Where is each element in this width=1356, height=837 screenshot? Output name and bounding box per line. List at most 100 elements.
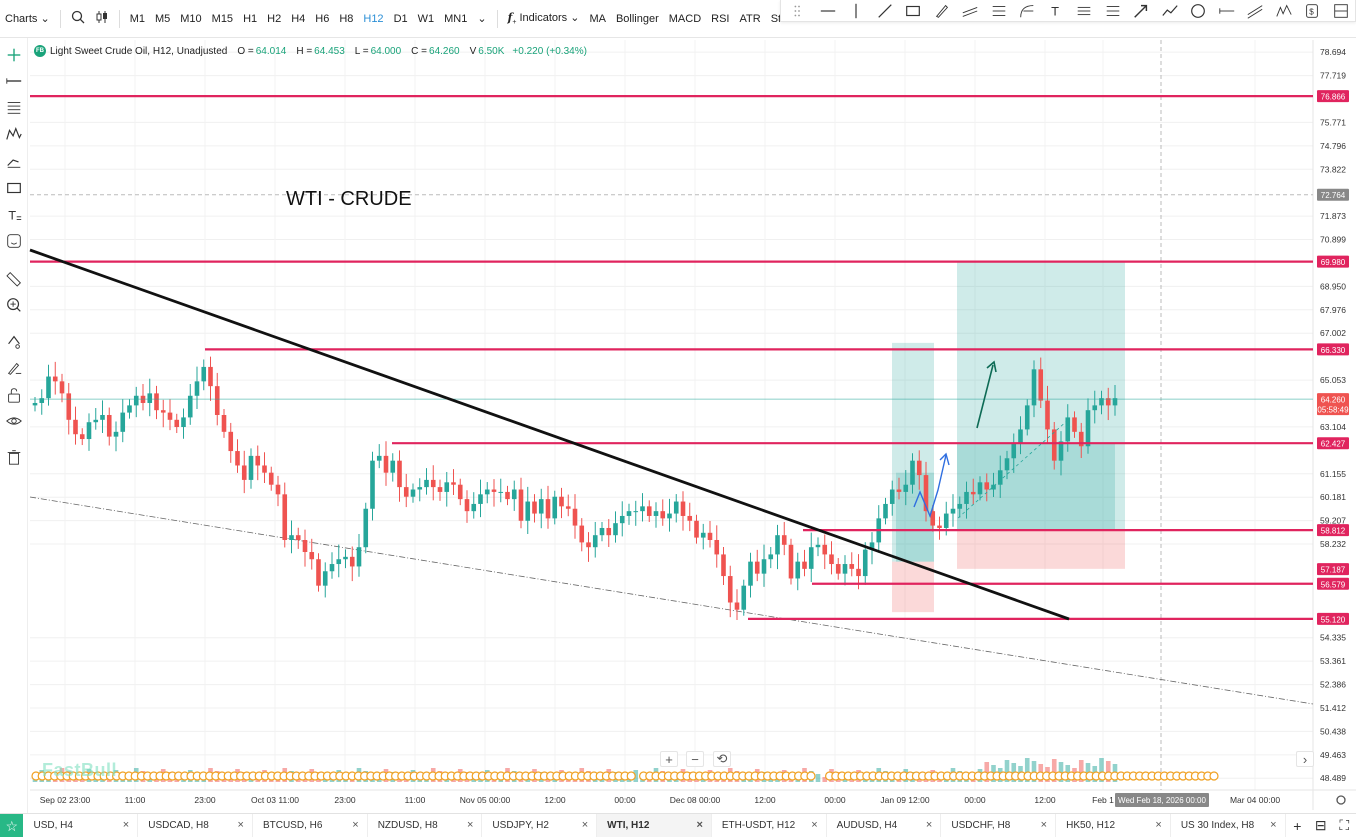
- symbol-tab[interactable]: USDCHF, H8 ×: [941, 813, 1057, 837]
- timeframe-mn1[interactable]: MN1: [444, 12, 468, 25]
- horizontal-line-icon[interactable]: [814, 1, 843, 21]
- timeframe-m10[interactable]: M10: [180, 12, 202, 25]
- add-tab-icon[interactable]: +: [1293, 817, 1302, 834]
- indicator-2[interactable]: MACD: [668, 12, 702, 25]
- parallel-icon[interactable]: [1241, 1, 1270, 21]
- close-icon[interactable]: ×: [925, 818, 933, 831]
- fib-icon[interactable]: [4, 97, 24, 117]
- zoom-in-button[interactable]: +: [660, 751, 678, 767]
- scroll-right-button[interactable]: ›: [1296, 751, 1314, 767]
- timeframe-w1[interactable]: W1: [417, 12, 435, 25]
- search-icon[interactable]: [66, 10, 90, 27]
- close-icon[interactable]: ×: [122, 818, 130, 831]
- y-tick-label: 58.232: [1320, 539, 1346, 549]
- pattern-icon[interactable]: [4, 124, 24, 144]
- close-icon[interactable]: ×: [1270, 818, 1277, 831]
- close-icon[interactable]: ×: [811, 818, 818, 831]
- timeframe-m15[interactable]: M15: [211, 12, 234, 25]
- symbol-tab[interactable]: HK50, H12 ×: [1056, 813, 1171, 837]
- projection-icon[interactable]: [4, 151, 24, 171]
- timeframe-h4[interactable]: H4: [291, 12, 306, 25]
- trash-icon[interactable]: [4, 447, 24, 467]
- pitchfork-icon[interactable]: [1070, 1, 1099, 21]
- rectangle-icon[interactable]: [4, 178, 24, 198]
- close-icon[interactable]: ×: [696, 818, 703, 831]
- trend-line-icon[interactable]: [871, 1, 900, 21]
- symbol-tab[interactable]: WTI, H12 ×: [597, 813, 712, 837]
- long-position-icon[interactable]: [1327, 1, 1356, 21]
- chart-type-icon[interactable]: [90, 10, 114, 27]
- timeframe-h12[interactable]: H12: [363, 12, 384, 25]
- gann-icon[interactable]: [1099, 1, 1128, 21]
- timeframe-h8[interactable]: H8: [339, 12, 354, 25]
- symbol-tab[interactable]: US 30 Index, H8 ×: [1171, 813, 1286, 837]
- star-icon[interactable]: ☆: [0, 813, 24, 837]
- symbol-tab[interactable]: USDCAD, H8 ×: [138, 813, 253, 837]
- close-icon[interactable]: ×: [1040, 818, 1048, 831]
- indicators-button[interactable]: f+ Indicators ⌄: [507, 10, 580, 27]
- close-icon[interactable]: ×: [466, 818, 474, 831]
- vertical-line-icon[interactable]: [842, 1, 871, 21]
- timeframe-m5[interactable]: M5: [154, 12, 171, 25]
- close-icon[interactable]: ×: [1155, 818, 1162, 831]
- channel-icon[interactable]: [956, 1, 985, 21]
- lock-icon[interactable]: [4, 385, 24, 405]
- emoji-icon[interactable]: [4, 231, 24, 251]
- fullscreen-icon[interactable]: ⛶: [1339, 817, 1350, 833]
- indicator-4[interactable]: ATR: [739, 12, 761, 25]
- symbol-tab[interactable]: ETH-USDT, H12 ×: [712, 813, 827, 837]
- svg-text:$: $: [1310, 7, 1315, 16]
- indicator-0[interactable]: MA: [589, 12, 606, 25]
- indicator-3[interactable]: RSI: [711, 12, 730, 25]
- timeframe-h1[interactable]: H1: [243, 12, 258, 25]
- horizontal-line-icon[interactable]: [4, 71, 24, 91]
- price-chart[interactable]: 78.694 77.719 75.771 74.796 73.822 71.873 70.8…: [0, 0, 1356, 813]
- layout-icon[interactable]: ⊟: [1314, 817, 1327, 833]
- timeframe-h6[interactable]: H6: [315, 12, 330, 25]
- path-icon[interactable]: [1156, 1, 1185, 21]
- zoom-out-button[interactable]: −: [686, 751, 704, 767]
- text-icon[interactable]: T: [4, 205, 24, 225]
- arrow-icon[interactable]: [1127, 1, 1156, 21]
- eye-icon[interactable]: [4, 411, 24, 431]
- brush-icon[interactable]: [928, 1, 957, 21]
- symbol-tab[interactable]: BTCUSD, H6 ×: [253, 813, 368, 837]
- symbol-title[interactable]: Light Sweet Crude Oil, H12, Unadjusted: [50, 45, 228, 57]
- charts-menu-button[interactable]: Charts ⌄: [5, 13, 50, 25]
- candle-body: [842, 564, 848, 574]
- candle-body: [565, 506, 571, 509]
- magnet-icon[interactable]: [4, 332, 24, 352]
- crosshair-icon[interactable]: [4, 45, 24, 65]
- chevron-down-icon[interactable]: ⌄: [477, 13, 487, 25]
- wave-icon[interactable]: [1270, 1, 1299, 21]
- candle-body: [822, 544, 828, 555]
- timeframe-m1[interactable]: M1: [129, 12, 145, 25]
- close-icon[interactable]: ×: [581, 818, 589, 831]
- fib-fan-icon[interactable]: [1013, 1, 1042, 21]
- symbol-tab[interactable]: USDJPY, H2 ×: [482, 813, 598, 837]
- fib-icon[interactable]: [985, 1, 1014, 21]
- reset-icon[interactable]: ⟲: [713, 751, 731, 767]
- symbol-tab[interactable]: USD, H4 ×: [23, 813, 139, 837]
- x-tick-label: Mar 04 00:00: [1230, 795, 1280, 805]
- zoom-icon[interactable]: [4, 295, 24, 315]
- circle-icon[interactable]: [1184, 1, 1213, 21]
- symbol-tab[interactable]: AUDUSD, H4 ×: [827, 813, 942, 837]
- ruler-icon[interactable]: [4, 269, 24, 289]
- price-level-tag: [1317, 90, 1349, 103]
- price-label-icon[interactable]: $: [1298, 1, 1327, 21]
- close-icon[interactable]: ×: [352, 818, 359, 831]
- y-tick-label: 67.976: [1320, 305, 1346, 315]
- timeframe-h2[interactable]: H2: [267, 12, 282, 25]
- text-icon[interactable]: T: [1042, 1, 1071, 21]
- timeframe-d1[interactable]: D1: [393, 12, 408, 25]
- ray-icon[interactable]: [1213, 1, 1242, 21]
- candle-body: [187, 395, 193, 418]
- drag-handle-icon[interactable]: [785, 1, 814, 21]
- rectangle-icon[interactable]: [899, 1, 928, 21]
- y-tick-label: 77.719: [1320, 71, 1346, 81]
- close-icon[interactable]: ×: [237, 818, 244, 831]
- indicator-1[interactable]: Bollinger: [615, 12, 659, 25]
- draw-mode-icon[interactable]: [4, 358, 24, 378]
- symbol-tab[interactable]: NZDUSD, H8 ×: [368, 813, 483, 837]
